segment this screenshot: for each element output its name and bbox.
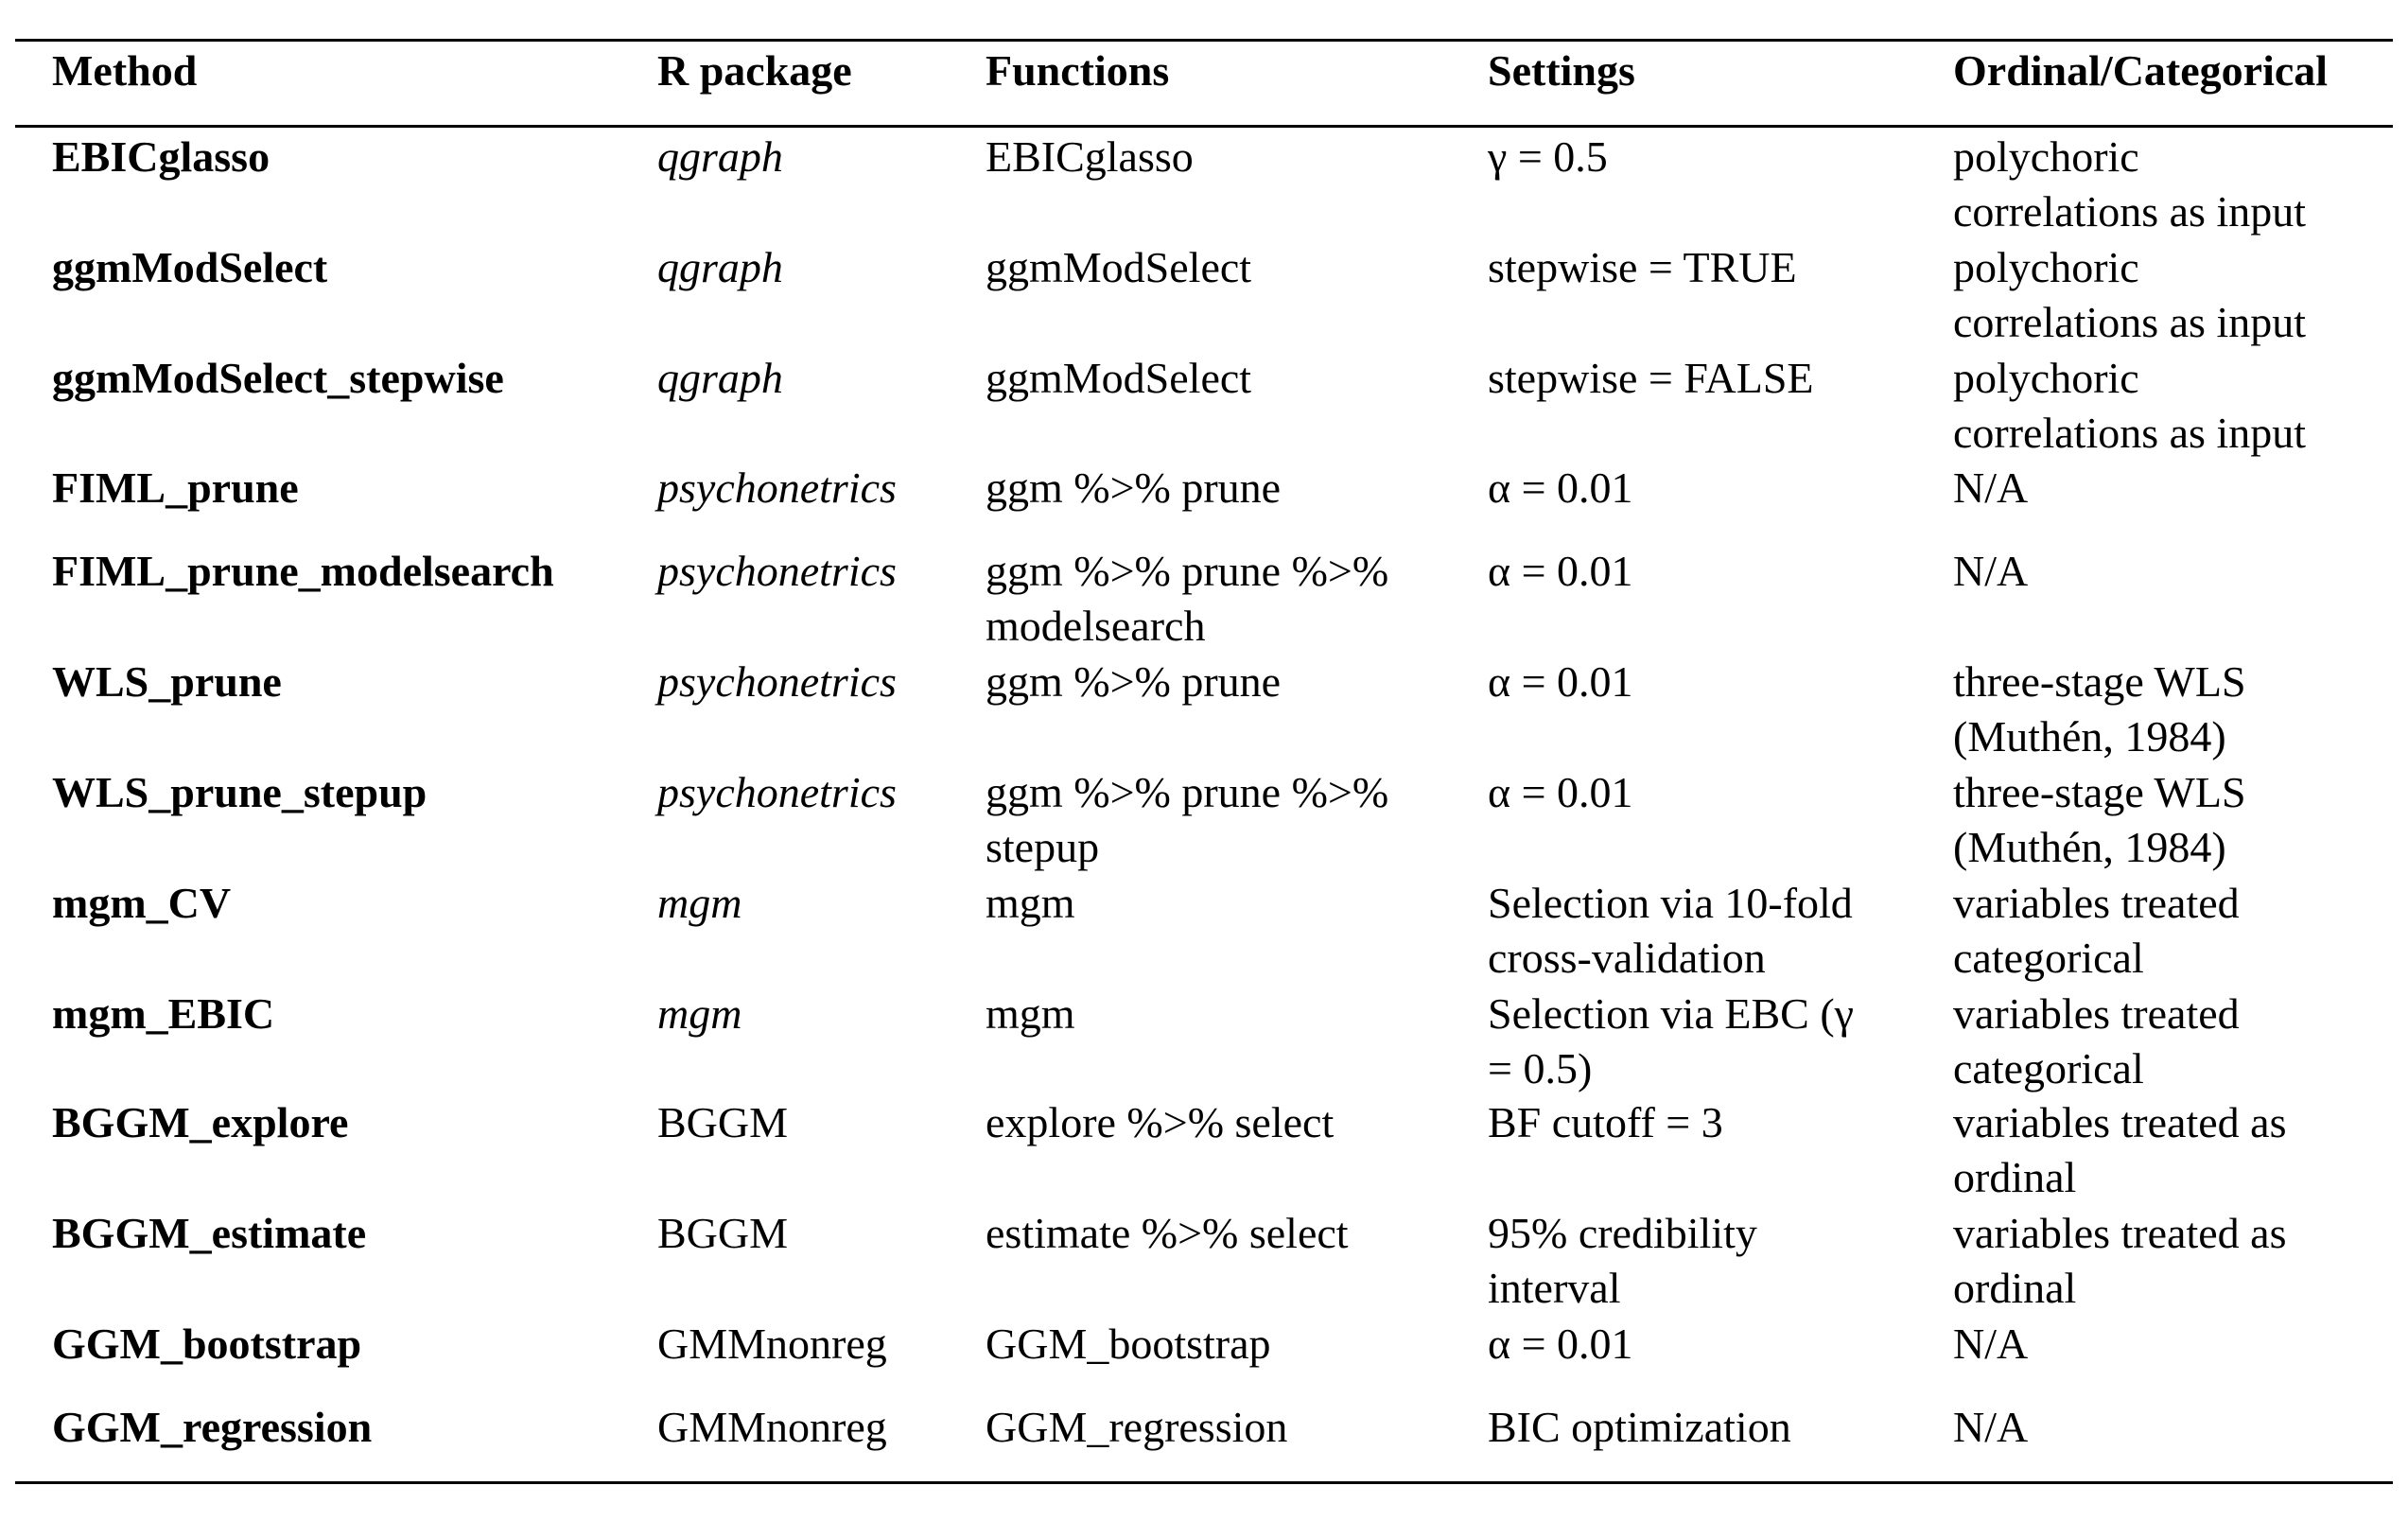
table-row: GGM_regression GMMnonreg GGM_regression BIC… bbox=[0, 1400, 2408, 1455]
cell-r-package: psychonetrics bbox=[657, 768, 897, 816]
cell-method: ggmModSelect_stepwise bbox=[52, 354, 504, 402]
cell-functions: ggm %>% prune bbox=[986, 657, 1282, 706]
cell-functions: ggm %>% prune %>% modelsearch bbox=[986, 547, 1389, 650]
cell-r-package: GMMnonreg bbox=[657, 1320, 887, 1368]
cell-functions: explore %>% select bbox=[986, 1098, 1335, 1146]
cell-method: BGGM_explore bbox=[52, 1098, 349, 1146]
cell-settings: α = 0.01 bbox=[1488, 547, 1633, 595]
cell-ordinal-categorical: polychoric correlations as input bbox=[1953, 243, 2307, 346]
table-row: mgm_CV mgm mgm Selection via 10-fold cross-… bbox=[0, 876, 2408, 982]
cell-functions: ggm %>% prune bbox=[986, 463, 1282, 512]
cell-ordinal-categorical: three-stage WLS (Muthén, 1984) bbox=[1953, 657, 2246, 760]
cell-method: ggmModSelect bbox=[52, 243, 328, 291]
cell-functions: GGM_bootstrap bbox=[986, 1320, 1271, 1368]
table-row: WLS_prune psychonetrics ggm %>% prune α = 0… bbox=[0, 655, 2408, 760]
cell-settings: α = 0.01 bbox=[1488, 768, 1633, 816]
cell-r-package: psychonetrics bbox=[657, 547, 897, 595]
cell-ordinal-categorical: variables treated as ordinal bbox=[1953, 1098, 2287, 1201]
cell-r-package: mgm bbox=[657, 879, 742, 927]
table-row: FIML_prune_modelsearch psychonetrics ggm %… bbox=[0, 544, 2408, 650]
cell-functions: estimate %>% select bbox=[986, 1209, 1349, 1257]
cell-settings: α = 0.01 bbox=[1488, 657, 1633, 706]
cell-settings: stepwise = FALSE bbox=[1488, 354, 1814, 402]
cell-ordinal-categorical: variables treated categorical bbox=[1953, 879, 2240, 982]
cell-ordinal-categorical: variables treated categorical bbox=[1953, 989, 2240, 1093]
table-header-row: Method R package Functions Settings Ordi… bbox=[0, 44, 2408, 98]
cell-ordinal-categorical: N/A bbox=[1953, 463, 2029, 512]
cell-r-package: psychonetrics bbox=[657, 463, 897, 512]
cell-settings: 95% credibility interval bbox=[1488, 1209, 1757, 1312]
header-method: Method bbox=[52, 46, 198, 95]
cell-method: FIML_prune_modelsearch bbox=[52, 547, 554, 595]
cell-ordinal-categorical: N/A bbox=[1953, 547, 2029, 595]
cell-method: GGM_regression bbox=[52, 1403, 373, 1451]
cell-r-package: psychonetrics bbox=[657, 657, 897, 706]
cell-ordinal-categorical: N/A bbox=[1953, 1320, 2029, 1368]
header-ordinal-categorical: Ordinal/Categorical bbox=[1953, 46, 2329, 95]
cell-r-package: GMMnonreg bbox=[657, 1403, 887, 1451]
table-row: BGGM_estimate BGGM estimate %>% select 95% … bbox=[0, 1206, 2408, 1312]
cell-functions: GGM_regression bbox=[986, 1403, 1288, 1451]
cell-settings: α = 0.01 bbox=[1488, 1320, 1633, 1368]
table-row: mgm_EBIC mgm mgm Selection via EBC (γ = 0.5… bbox=[0, 987, 2408, 1093]
table-row: WLS_prune_stepup psychonetrics ggm %>% pru… bbox=[0, 765, 2408, 871]
cell-functions: mgm bbox=[986, 879, 1075, 927]
cell-method: BGGM_estimate bbox=[52, 1209, 367, 1257]
cell-settings: γ = 0.5 bbox=[1488, 132, 1608, 181]
cell-method: EBICglasso bbox=[52, 132, 270, 181]
cell-ordinal-categorical: variables treated as ordinal bbox=[1953, 1209, 2287, 1312]
cell-r-package: qgraph bbox=[657, 243, 783, 291]
cell-r-package: qgraph bbox=[657, 354, 783, 402]
cell-r-package: BGGM bbox=[657, 1098, 789, 1146]
table-bottom-rule bbox=[15, 1481, 2393, 1484]
cell-settings: Selection via EBC (γ = 0.5) bbox=[1488, 989, 1854, 1093]
cell-functions: EBICglasso bbox=[986, 132, 1194, 181]
table-row: FIML_prune psychonetrics ggm %>% prune α = … bbox=[0, 461, 2408, 516]
cell-ordinal-categorical: three-stage WLS (Muthén, 1984) bbox=[1953, 768, 2246, 871]
cell-r-package: mgm bbox=[657, 989, 742, 1038]
cell-r-package: BGGM bbox=[657, 1209, 789, 1257]
cell-ordinal-categorical: polychoric correlations as input bbox=[1953, 132, 2307, 236]
cell-method: WLS_prune_stepup bbox=[52, 768, 428, 816]
header-settings: Settings bbox=[1488, 46, 1635, 95]
cell-ordinal-categorical: polychoric correlations as input bbox=[1953, 354, 2307, 457]
cell-r-package: qgraph bbox=[657, 132, 783, 181]
cell-settings: Selection via 10-fold cross-validation bbox=[1488, 879, 1853, 982]
cell-settings: α = 0.01 bbox=[1488, 463, 1633, 512]
cell-method: FIML_prune bbox=[52, 463, 299, 512]
cell-method: WLS_prune bbox=[52, 657, 282, 706]
cell-functions: mgm bbox=[986, 989, 1075, 1038]
cell-ordinal-categorical: N/A bbox=[1953, 1403, 2029, 1451]
cell-method: mgm_EBIC bbox=[52, 989, 275, 1038]
cell-settings: stepwise = TRUE bbox=[1488, 243, 1797, 291]
header-r-package: R package bbox=[657, 46, 852, 95]
table-row: ggmModSelect_stepwise qgraph ggmModSelect s… bbox=[0, 351, 2408, 457]
table-row: GGM_bootstrap GMMnonreg GGM_bootstrap α = 0… bbox=[0, 1317, 2408, 1372]
cell-functions: ggm %>% prune %>% stepup bbox=[986, 768, 1389, 871]
table-header-rule bbox=[15, 125, 2393, 128]
cell-settings: BF cutoff = 3 bbox=[1488, 1098, 1723, 1146]
cell-functions: ggmModSelect bbox=[986, 243, 1252, 291]
cell-method: GGM_bootstrap bbox=[52, 1320, 362, 1368]
table-row: BGGM_explore BGGM explore %>% select BF cut… bbox=[0, 1095, 2408, 1201]
cell-settings: BIC optimization bbox=[1488, 1403, 1791, 1451]
cell-functions: ggmModSelect bbox=[986, 354, 1252, 402]
table-row: EBICglasso qgraph EBICglasso γ = 0.5 polycho… bbox=[0, 130, 2408, 236]
cell-method: mgm_CV bbox=[52, 879, 232, 927]
table-row: ggmModSelect qgraph ggmModSelect stepwise =… bbox=[0, 240, 2408, 346]
table-top-rule bbox=[15, 39, 2393, 42]
header-functions: Functions bbox=[986, 46, 1170, 95]
